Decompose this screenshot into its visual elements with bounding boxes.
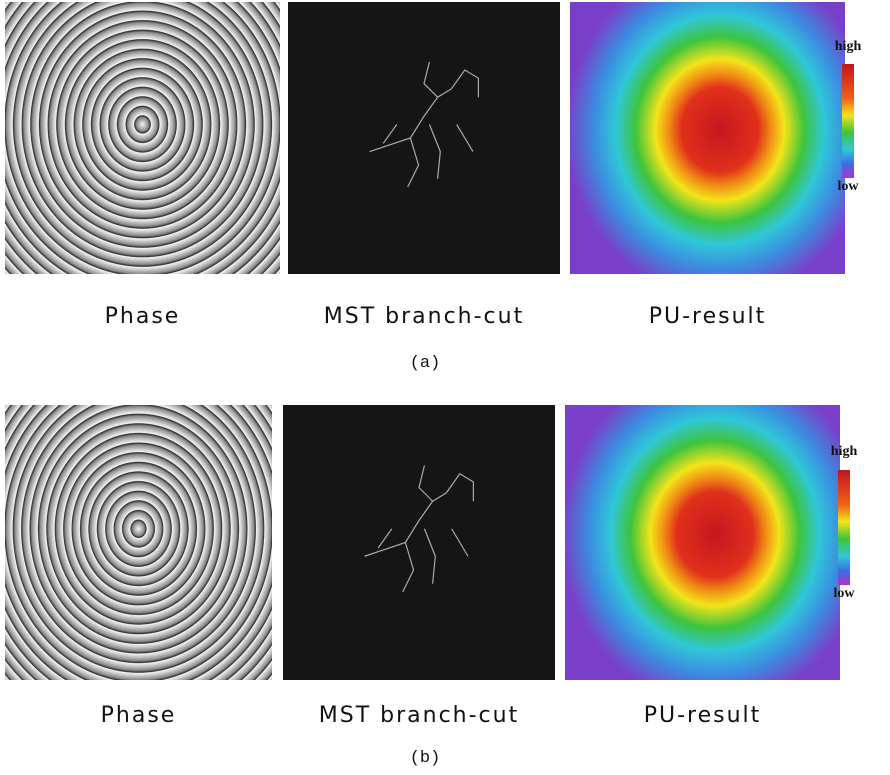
caption: MST branch-cut [319,703,519,728]
colorbar [838,470,850,585]
colorbar-low: low [838,179,860,194]
phase-image [5,2,280,274]
colorbar-low: low [834,586,856,601]
colorbar-high: high [835,39,862,54]
caption: PU-result [644,703,762,728]
caption: Phase [101,703,177,728]
panel-label: (a) [410,354,441,373]
colorbar-high: high [831,444,858,459]
branch-cut-background [283,405,555,680]
branch-cut-background [288,2,560,274]
figure: Phase MST branch-cut PU-result high low (a) Ph… [0,0,890,775]
pu-result-image [570,2,845,274]
pu-result-image [565,405,840,680]
panel-label: (b) [410,749,441,768]
caption: Phase [105,304,181,329]
colorbar [842,64,854,178]
branch-cut-image [288,2,560,274]
phase-image [5,405,272,680]
branch-cut-image [283,405,555,680]
caption: PU-result [649,304,767,329]
caption: MST branch-cut [324,304,524,329]
